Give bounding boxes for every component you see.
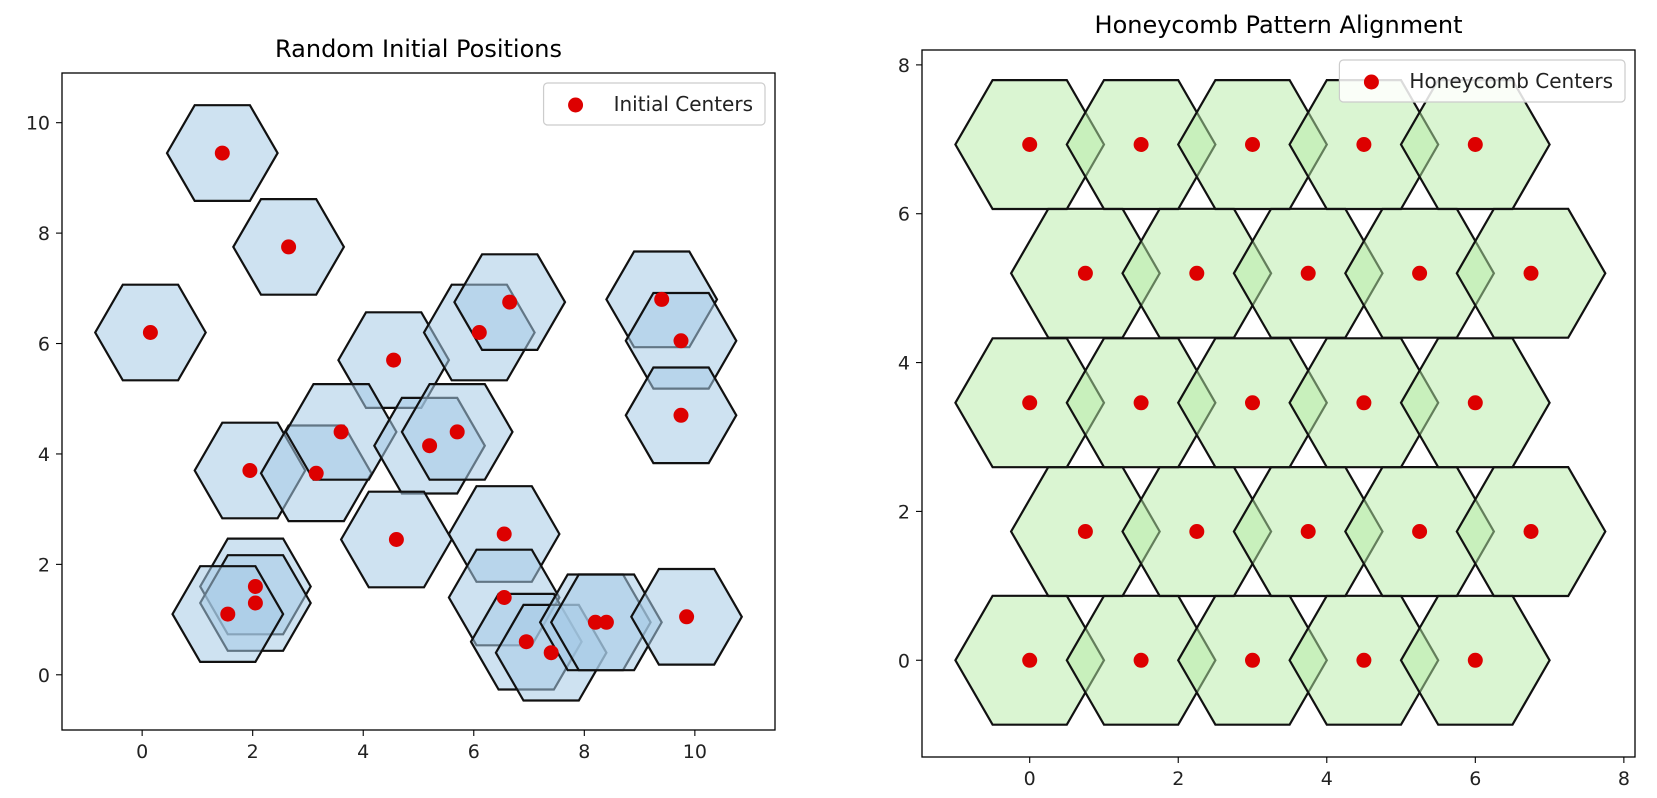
center-point [654, 291, 670, 307]
center-point [496, 590, 512, 605]
center-point [1022, 652, 1038, 668]
y-tick-label: 8 [898, 55, 910, 77]
center-point [142, 325, 158, 340]
center-point [1523, 524, 1539, 539]
left-plot-area-frame [61, 72, 776, 731]
center-point [1523, 265, 1539, 281]
right-legend-label: Honeycomb Centers [1409, 69, 1613, 93]
left-legend-box [542, 82, 766, 126]
center-point [587, 614, 603, 630]
center-point [1022, 137, 1038, 152]
y-tick-label: 10 [26, 113, 50, 135]
center-point [247, 579, 263, 594]
x-tick-label: 4 [1321, 768, 1333, 790]
left-y-axis: 0 2 4 6 8 10 [26, 113, 62, 687]
center-point [220, 606, 236, 622]
y-tick-label: 2 [898, 501, 910, 523]
center-point [214, 145, 230, 161]
center-point [1467, 137, 1483, 152]
y-tick-label: 2 [38, 554, 50, 576]
x-tick-label: 2 [247, 741, 259, 763]
x-tick-label: 0 [136, 741, 148, 763]
center-point [242, 463, 258, 478]
center-point [1356, 395, 1372, 411]
center-point [1077, 265, 1093, 281]
y-tick-label: 0 [898, 650, 910, 672]
x-tick-label: 10 [683, 741, 707, 763]
center-point [1133, 652, 1149, 668]
y-tick-label: 6 [898, 204, 910, 226]
right-legend-box [1338, 59, 1626, 103]
center-point [518, 634, 534, 650]
center-point [1467, 395, 1483, 411]
x-tick-label: 6 [1469, 768, 1481, 790]
right-legend: Honeycomb Centers [1338, 59, 1626, 103]
center-point [673, 407, 689, 423]
left-chart-title: Random Initial Positions [275, 35, 562, 63]
center-point [388, 532, 404, 547]
center-point [1133, 137, 1149, 152]
center-point [543, 645, 559, 661]
y-tick-label: 6 [38, 334, 50, 356]
center-point [247, 595, 263, 611]
center-point [1245, 652, 1260, 668]
center-point [449, 424, 465, 440]
left-center-points [142, 145, 695, 661]
x-tick-label: 4 [357, 741, 369, 763]
y-tick-label: 8 [38, 223, 50, 245]
center-point [1189, 265, 1205, 281]
x-tick-label: 6 [468, 741, 480, 763]
center-point [471, 325, 487, 340]
x-tick-label: 8 [1618, 768, 1630, 790]
y-tick-label: 0 [38, 665, 50, 687]
x-tick-label: 0 [1024, 768, 1036, 790]
right-center-points [1022, 137, 1539, 668]
center-point [1356, 137, 1372, 152]
center-point [1467, 652, 1483, 668]
center-point [386, 352, 402, 368]
right-chart-title: Honeycomb Pattern Alignment [1095, 11, 1463, 39]
center-point [1356, 652, 1372, 668]
left-chart-panel: Random Initial Positions 0 2 4 6 8 10 0 2 4 6 8 10… [26, 35, 776, 763]
center-point [1133, 395, 1149, 411]
right-legend-marker [1363, 74, 1379, 90]
left-x-axis: 0 2 4 6 8 10 [136, 730, 707, 763]
left-legend-marker [568, 97, 584, 113]
center-point [308, 465, 324, 481]
center-point [502, 294, 518, 310]
y-tick-label: 4 [898, 353, 910, 375]
center-point [598, 614, 614, 630]
left-legend: Initial Centers [542, 82, 766, 126]
right-x-axis: 0 2 4 6 8 [1024, 757, 1630, 790]
center-point [1412, 524, 1428, 539]
center-point [673, 333, 689, 349]
center-point [1245, 395, 1260, 411]
left-legend-label: Initial Centers [614, 92, 753, 116]
center-point [1300, 265, 1316, 281]
x-tick-label: 8 [578, 741, 590, 763]
center-point [333, 424, 349, 440]
center-point [422, 438, 438, 454]
right-y-axis: 0 2 4 6 8 [898, 55, 922, 672]
center-point [1412, 265, 1428, 281]
center-point [1189, 524, 1205, 539]
center-point [281, 239, 297, 255]
center-point [1022, 395, 1038, 411]
y-tick-label: 4 [38, 444, 50, 466]
center-point [679, 609, 695, 625]
center-point [1300, 524, 1316, 539]
right-plot-area-frame [921, 49, 1636, 758]
center-point [496, 526, 512, 542]
x-tick-label: 2 [1172, 768, 1184, 790]
center-point [1077, 524, 1093, 539]
right-hexagon-layer [954, 78, 1607, 726]
center-point [1245, 137, 1260, 152]
